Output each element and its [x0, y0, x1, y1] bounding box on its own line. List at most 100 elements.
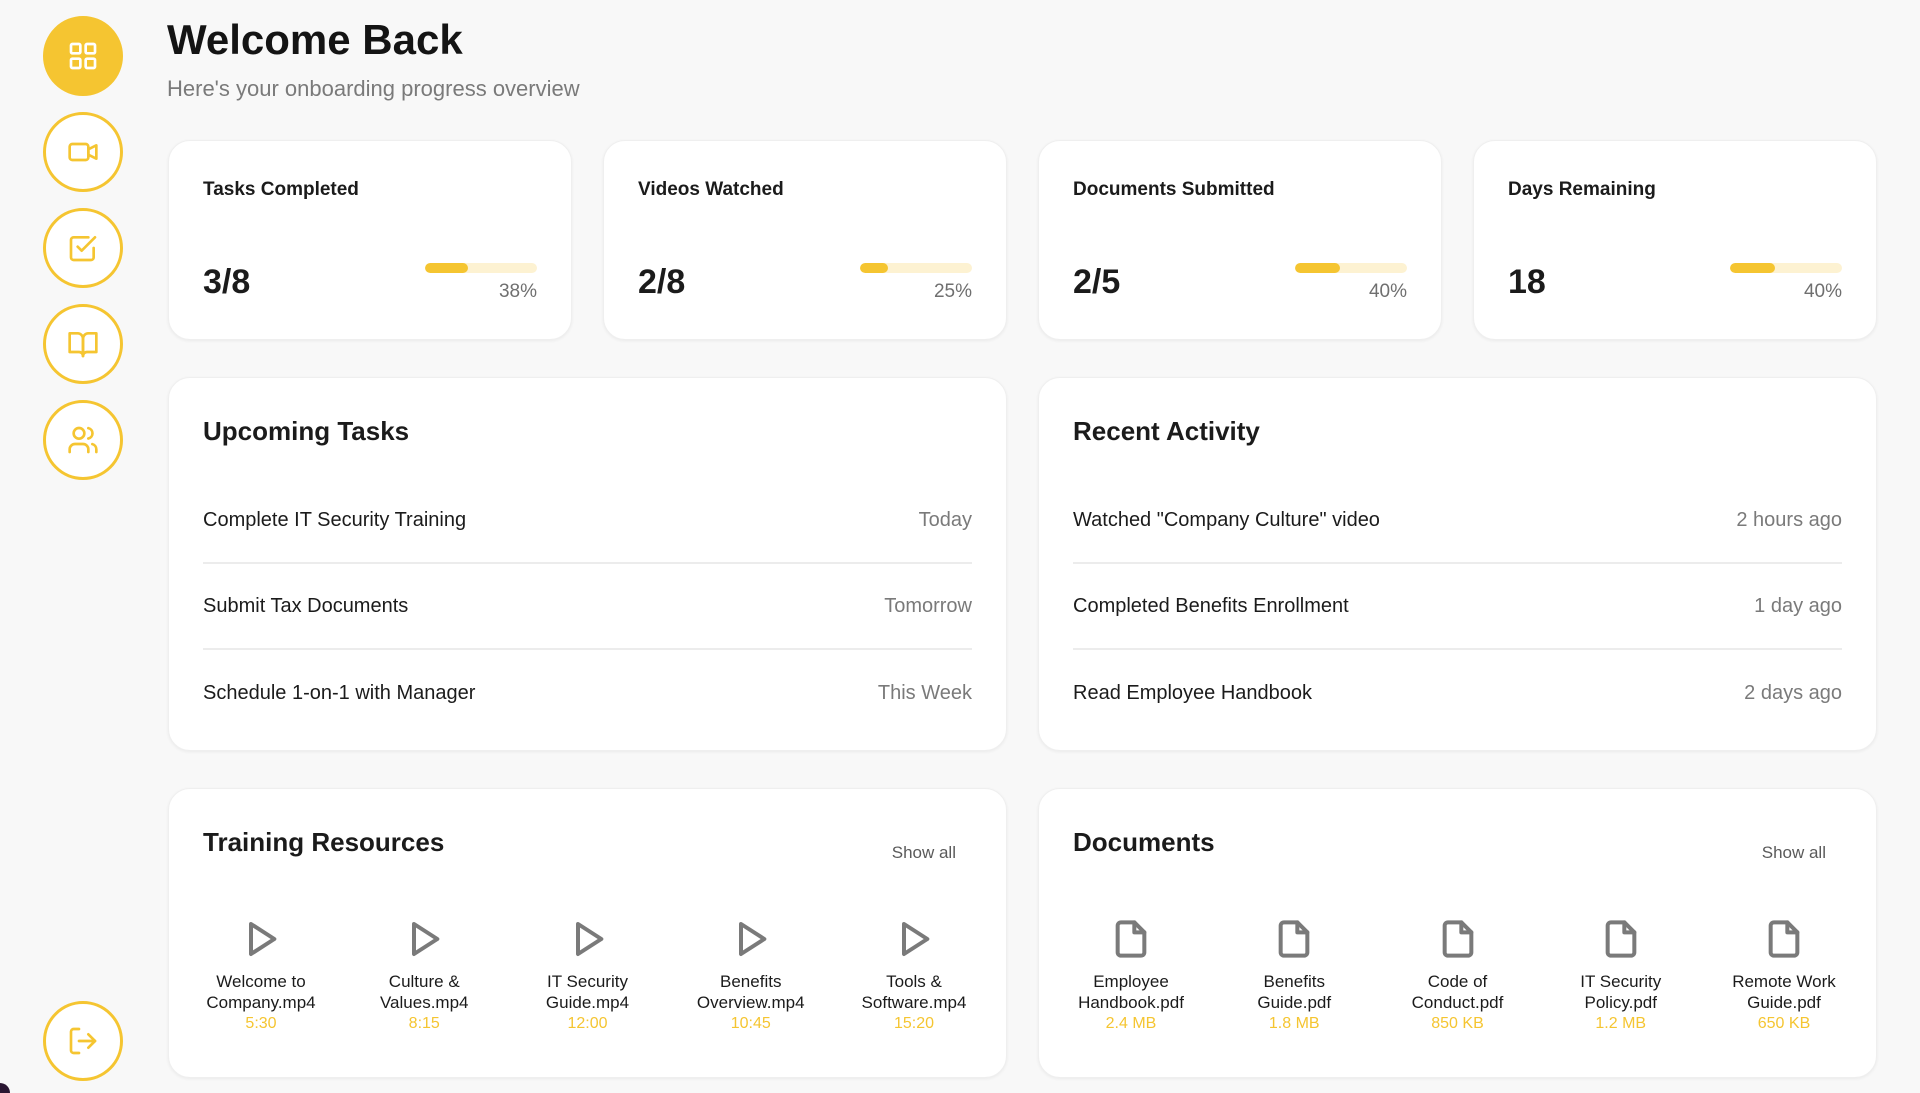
- activity-item: Read Employee Handbook 2 days ago: [1073, 650, 1842, 736]
- video-duration: 10:45: [730, 1015, 771, 1032]
- video-name: IT Security Guide.mp4: [545, 972, 630, 1012]
- stat-percent: 38%: [498, 281, 537, 302]
- play-icon: [412, 922, 440, 956]
- video-name: Tools & Software.mp4: [861, 972, 967, 1012]
- activity-list: Watched "Company Culture" video 2 hours …: [1073, 478, 1842, 736]
- stat-label: Days Remaining: [1508, 179, 1656, 200]
- stat-value: 3/8: [203, 263, 251, 301]
- training-resources-panel: Training Resources Show all Welcome to Co…: [168, 788, 1007, 1078]
- panel-title: Recent Activity: [1073, 416, 1260, 446]
- task-item[interactable]: Schedule 1-on-1 with Manager This Week: [203, 650, 972, 736]
- file-icon: [1115, 920, 1147, 958]
- document-name: Remote Work Guide.pdf: [1732, 972, 1836, 1012]
- logout-icon: [69, 1027, 97, 1055]
- activity-text: Watched "Company Culture" video: [1073, 508, 1380, 531]
- users-icon: [68, 426, 98, 454]
- document-item[interactable]: Remote Work Guide.pdf 650 KB: [1706, 917, 1862, 1034]
- book-icon: [68, 332, 98, 358]
- stat-value: 18: [1508, 263, 1546, 301]
- page-title: Welcome Back: [167, 16, 463, 63]
- activity-item: Watched "Company Culture" video 2 hours …: [1073, 478, 1842, 564]
- file-icon: [1605, 920, 1637, 958]
- play-icon: [902, 922, 930, 956]
- progress-bar: [425, 263, 537, 273]
- documents-show-all-link[interactable]: Show all: [1761, 843, 1826, 862]
- document-item[interactable]: Code of Conduct.pdf 850 KB: [1380, 917, 1536, 1034]
- nav-videos-button[interactable]: [43, 112, 123, 192]
- document-size: 850 KB: [1431, 1015, 1484, 1032]
- page-subtitle: Here's your onboarding progress overview: [167, 76, 580, 101]
- document-item[interactable]: Employee Handbook.pdf 2.4 MB: [1053, 917, 1209, 1034]
- video-item[interactable]: Welcome to Company.mp4 5:30: [183, 917, 339, 1034]
- stat-card-documents: Documents Submitted 2/5 40%: [1038, 140, 1442, 340]
- document-item[interactable]: IT Security Policy.pdf 1.2 MB: [1543, 917, 1699, 1034]
- stat-percent: 40%: [1803, 281, 1842, 302]
- progress-fill: [1295, 263, 1340, 273]
- task-due: This Week: [877, 681, 972, 704]
- video-list: Welcome to Company.mp4 5:30 Culture & Valu…: [183, 917, 992, 1034]
- documents-panel: Documents Show all Employee Handbook.pdf …: [1038, 788, 1877, 1078]
- progress-bar: [1730, 263, 1842, 273]
- video-item[interactable]: Benefits Overview.mp4 10:45: [673, 917, 829, 1034]
- activity-time: 1 day ago: [1754, 594, 1842, 617]
- task-item[interactable]: Submit Tax Documents Tomorrow: [203, 564, 972, 650]
- panel-title: Documents: [1073, 827, 1215, 857]
- video-item[interactable]: Tools & Software.mp4 15:20: [836, 917, 992, 1034]
- file-icon: [1442, 920, 1473, 958]
- file-icon: [1768, 920, 1800, 958]
- document-size: 1.2 MB: [1595, 1015, 1647, 1032]
- play-icon: [249, 922, 277, 956]
- video-duration: 5:30: [245, 1015, 277, 1032]
- document-size: 1.8 MB: [1268, 1015, 1320, 1032]
- activity-item: Completed Benefits Enrollment 1 day ago: [1073, 564, 1842, 650]
- video-duration: 8:15: [408, 1015, 440, 1032]
- document-name: Code of Conduct.pdf: [1411, 972, 1504, 1012]
- grid-icon: [69, 42, 97, 70]
- document-item[interactable]: Benefits Guide.pdf 1.8 MB: [1216, 917, 1372, 1034]
- stat-value: 2/5: [1073, 263, 1121, 301]
- video-name: Welcome to Company.mp4: [206, 972, 316, 1012]
- task-text: Submit Tax Documents: [203, 594, 409, 617]
- checkbox-icon: [69, 236, 97, 262]
- video-name: Benefits Overview.mp4: [696, 972, 805, 1012]
- progress-fill: [1730, 263, 1775, 273]
- upcoming-tasks-panel: Upcoming Tasks Complete IT Security Trai…: [168, 377, 1007, 751]
- activity-text: Completed Benefits Enrollment: [1073, 594, 1349, 617]
- progress-fill: [860, 263, 888, 273]
- stat-label: Tasks Completed: [203, 179, 359, 200]
- task-text: Complete IT Security Training: [203, 508, 467, 531]
- nav-dashboard-button[interactable]: [43, 16, 123, 96]
- video-icon: [68, 142, 98, 162]
- stat-label: Videos Watched: [638, 179, 784, 200]
- video-item[interactable]: IT Security Guide.mp4 12:00: [510, 917, 666, 1034]
- progress-bar: [860, 263, 972, 273]
- task-item[interactable]: Complete IT Security Training Today: [203, 478, 972, 564]
- activity-time: 2 hours ago: [1736, 508, 1842, 531]
- activity-time: 2 days ago: [1744, 681, 1842, 704]
- logout-button[interactable]: [43, 1001, 123, 1081]
- video-name: Culture & Values.mp4: [379, 972, 469, 1012]
- stat-percent: 25%: [933, 281, 972, 302]
- task-due: Tomorrow: [884, 594, 972, 617]
- stat-percent: 40%: [1368, 281, 1407, 302]
- nav-team-button[interactable]: [43, 400, 123, 480]
- video-duration: 15:20: [893, 1015, 935, 1032]
- document-name: IT Security Policy.pdf: [1580, 972, 1662, 1012]
- file-icon: [1278, 920, 1310, 958]
- document-name: Benefits Guide.pdf: [1257, 972, 1332, 1012]
- recent-activity-panel: Recent Activity Watched "Company Culture…: [1038, 377, 1877, 751]
- nav-resources-button[interactable]: [43, 304, 123, 384]
- video-item[interactable]: Culture & Values.mp4 8:15: [346, 917, 502, 1034]
- document-list: Employee Handbook.pdf 2.4 MB Benefits Guid…: [1053, 917, 1862, 1034]
- training-show-all-link[interactable]: Show all: [891, 843, 956, 862]
- stat-card-days: Days Remaining 18 40%: [1473, 140, 1877, 340]
- task-text: Schedule 1-on-1 with Manager: [203, 681, 476, 704]
- stat-label: Documents Submitted: [1073, 179, 1275, 200]
- panel-title: Training Resources: [203, 827, 445, 857]
- nav-tasks-button[interactable]: [43, 208, 123, 288]
- panel-title: Upcoming Tasks: [203, 416, 410, 446]
- task-list: Complete IT Security Training Today Subm…: [203, 478, 972, 736]
- video-duration: 12:00: [567, 1015, 608, 1032]
- play-icon: [575, 922, 603, 956]
- progress-bar: [1295, 263, 1407, 273]
